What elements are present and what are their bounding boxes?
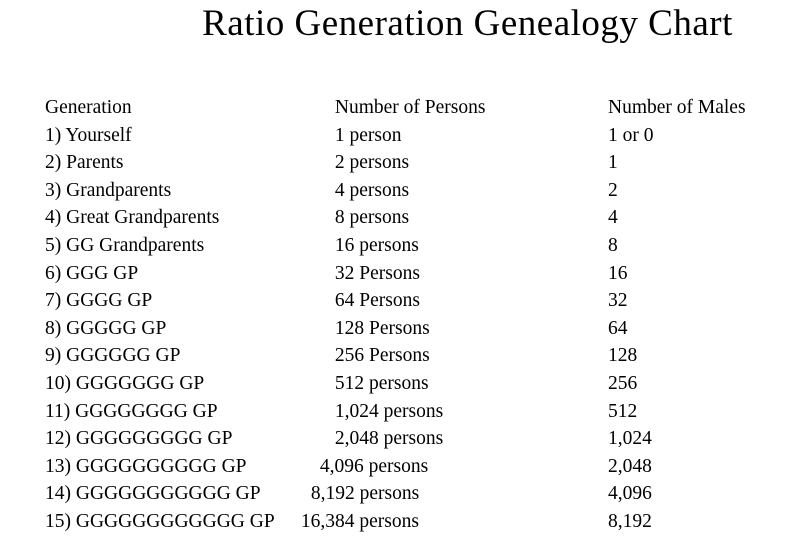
table-row: 13) GGGGGGGGGG GP 4,096 persons 2,048 <box>45 453 652 481</box>
persons-cell: 2 persons <box>334 152 410 174</box>
males-cell: 1 or 0 <box>608 124 654 146</box>
males-cell: 8,192 <box>608 510 652 532</box>
generation-cell: 1) Yourself <box>45 124 132 146</box>
males-cell: 128 <box>608 345 638 367</box>
persons-cell: 1 person <box>334 124 402 146</box>
males-cell: 4,096 <box>608 483 652 505</box>
males-cell: 16 <box>608 262 628 284</box>
males-cell: 4 <box>608 207 618 229</box>
males-cell: 32 <box>608 290 628 312</box>
generation-cell: 14) GGGGGGGGGGG GP <box>45 483 261 505</box>
males-cell: 2 <box>608 179 618 201</box>
generation-cell: 10) GGGGGGG GP <box>45 372 205 394</box>
table-row: 9) GGGGGG GP 256 Persons 128 <box>45 342 637 370</box>
genealogy-table: Generation Number of Persons Number of M… <box>45 94 746 536</box>
generation-cell: 3) Grandparents <box>45 179 172 201</box>
males-cell: 64 <box>608 317 628 339</box>
persons-cell: 512 persons <box>334 372 429 394</box>
table-row: 5) GG Grandparents 16 persons 8 <box>45 232 618 260</box>
table-row: 7) GGGG GP 64 Persons 32 <box>45 287 628 315</box>
generation-cell: 15) GGGGGGGGGGGG GP <box>45 510 275 532</box>
persons-cell: 32 Persons <box>334 262 420 284</box>
males-cell: 1,024 <box>608 428 652 450</box>
table-header-row: Generation Number of Persons Number of M… <box>45 94 746 122</box>
table-row: 11) GGGGGGGG GP 1,024 persons 512 <box>45 398 637 426</box>
table-row: 12) GGGGGGGGG GP 2,048 persons 1,024 <box>45 425 652 453</box>
table-row: 6) GGG GP 32 Persons 16 <box>45 260 628 288</box>
generation-cell: 6) GGG GP <box>45 262 139 284</box>
generation-cell: 12) GGGGGGGGG GP <box>45 428 233 450</box>
persons-cell: 64 Persons <box>334 290 420 312</box>
males-cell: 512 <box>608 400 638 422</box>
generation-cell: 7) GGGG GP <box>45 290 153 312</box>
generation-cell: 4) Great Grandparents <box>45 207 220 229</box>
persons-cell: 256 Persons <box>334 345 430 367</box>
generation-cell: 9) GGGGGG GP <box>45 345 181 367</box>
persons-cell: 8,192 persons <box>310 483 420 505</box>
persons-cell: 1,024 persons <box>334 400 444 422</box>
generation-cell: 2) Parents <box>45 152 124 174</box>
persons-cell: 2,048 persons <box>334 428 444 450</box>
column-header-generation: Generation <box>45 97 132 118</box>
table-row: 4) Great Grandparents 8 persons 4 <box>45 204 618 232</box>
persons-cell: 8 persons <box>334 207 410 229</box>
table-row: 3) Grandparents 4 persons 2 <box>45 177 618 205</box>
persons-cell: 128 Persons <box>334 317 430 339</box>
males-cell: 8 <box>608 234 618 256</box>
table-row: 8) GGGGG GP 128 Persons 64 <box>45 315 628 343</box>
generation-cell: 5) GG Grandparents <box>45 234 205 256</box>
table-row: 2) Parents 2 persons 1 <box>45 149 618 177</box>
table-row: 14) GGGGGGGGGGG GP 8,192 persons 4,096 <box>45 480 652 508</box>
males-cell: 2,048 <box>608 455 652 477</box>
generation-cell: 11) GGGGGGGG GP <box>45 400 218 422</box>
generation-cell: 8) GGGGG GP <box>45 317 167 339</box>
table-row: 15) GGGGGGGGGGGG GP 16,384 persons 8,192 <box>45 508 652 536</box>
persons-cell: 16,384 persons <box>300 510 419 532</box>
table-row: 10) GGGGGGG GP 512 persons 256 <box>45 370 637 398</box>
page-title: Ratio Generation Genealogy Chart <box>202 3 733 44</box>
column-header-persons: Number of Persons <box>334 97 486 118</box>
persons-cell: 4 persons <box>334 179 410 201</box>
generation-cell: 13) GGGGGGGGGG GP <box>45 455 247 477</box>
persons-cell: 16 persons <box>334 234 419 256</box>
males-cell: 1 <box>608 152 618 174</box>
males-cell: 256 <box>608 372 638 394</box>
column-header-males: Number of Males <box>608 97 746 118</box>
persons-cell: 4,096 persons <box>319 455 429 477</box>
table-row: 1) Yourself 1 person 1 or 0 <box>45 122 654 150</box>
